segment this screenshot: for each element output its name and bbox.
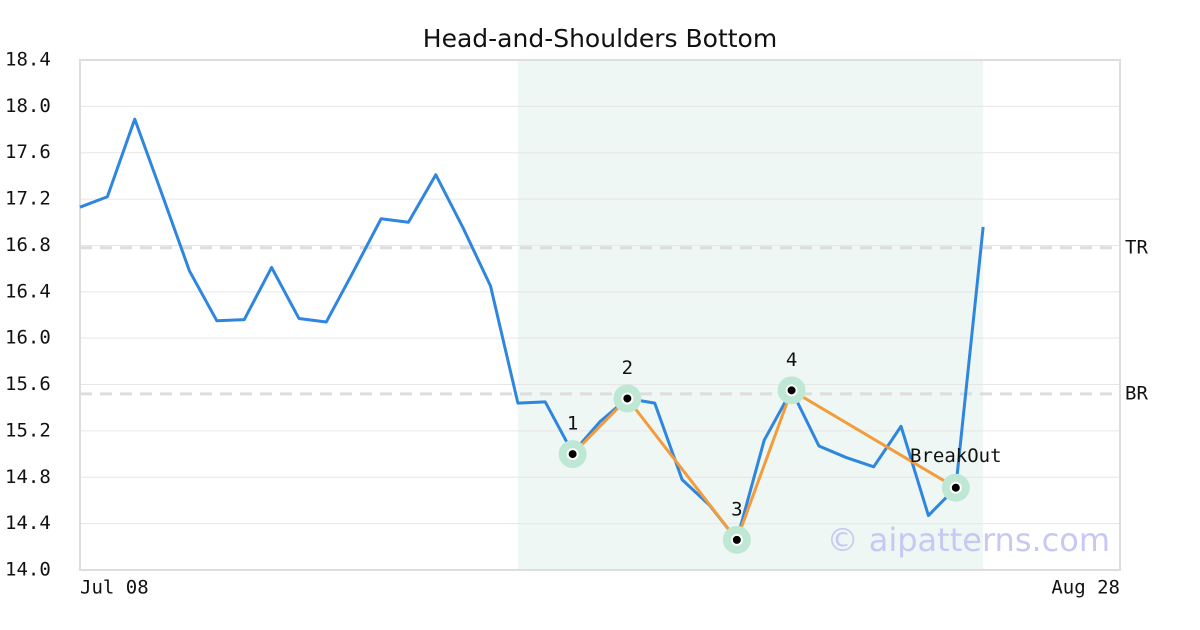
level-label: TR: [1125, 236, 1148, 258]
y-tick-label: 14.8: [5, 466, 51, 488]
pattern-point: [730, 533, 743, 546]
x-tick-label: Aug 28: [1051, 577, 1120, 599]
chart-title: Head-and-Shoulders Bottom: [423, 24, 777, 53]
y-tick-label: 14.4: [5, 512, 51, 534]
y-tick-label: 17.2: [5, 188, 51, 210]
y-tick-label: 16.4: [5, 280, 51, 302]
pattern-point: [621, 392, 634, 405]
y-tick-label: 18.0: [5, 95, 51, 117]
pattern-label: BreakOut: [910, 445, 1002, 467]
plot-frame: [79, 59, 1121, 571]
pattern-point: [566, 448, 579, 461]
pattern-label: 1: [567, 413, 578, 435]
y-tick-label: 14.0: [5, 559, 51, 581]
pattern-point: [785, 384, 798, 397]
level-label: BR: [1125, 382, 1148, 404]
y-tick-label: 15.6: [5, 373, 51, 395]
pattern-point: [949, 481, 962, 494]
y-tick-label: 16.0: [5, 327, 51, 349]
price-line: [79, 117, 985, 542]
pattern-label: 2: [622, 357, 633, 379]
watermark: © aipatterns.com: [827, 521, 1110, 559]
y-tick-label: 18.4: [5, 49, 51, 71]
y-tick-label: 15.2: [5, 419, 51, 441]
y-tick-label: 16.8: [5, 234, 51, 256]
x-tick-label: Jul 08: [80, 577, 149, 599]
pattern-label: 4: [786, 349, 797, 371]
y-tick-label: 17.6: [5, 141, 51, 163]
pattern-label: 3: [731, 498, 742, 520]
